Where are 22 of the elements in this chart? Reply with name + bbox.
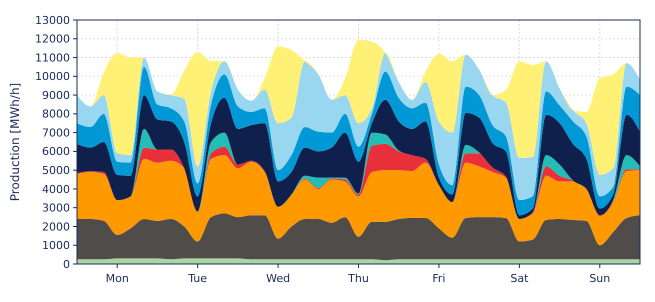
x-tick-label: Mon <box>106 272 129 285</box>
x-tick-label: Sun <box>589 272 610 285</box>
y-tick-label: 12000 <box>35 32 70 46</box>
y-tick-label: 9000 <box>42 88 70 102</box>
x-tick-label: Sat <box>510 272 530 285</box>
y-tick-label: 13000 <box>35 14 70 27</box>
y-tick-label: 7000 <box>42 126 70 140</box>
y-tick-label: 3000 <box>42 202 70 215</box>
y-tick-label: 5000 <box>42 164 70 178</box>
x-tick-label: Fri <box>432 272 446 285</box>
y-tick-label: 2000 <box>42 220 70 234</box>
y-tick-label: 4000 <box>42 182 70 196</box>
x-tick-label: Tue <box>187 272 208 285</box>
y-tick-label: 1000 <box>42 239 70 252</box>
y-tick-label: 6000 <box>42 145 70 158</box>
y-tick-label: 8000 <box>42 108 70 121</box>
y-tick-label: 11000 <box>35 51 70 64</box>
y-axis-title: Production [MWh/h] <box>8 82 22 202</box>
y-tick-label: 10000 <box>35 70 70 84</box>
x-tick-label: Wed <box>266 272 290 285</box>
x-tick-label: Thu <box>347 272 369 285</box>
y-tick-label: 0 <box>63 258 70 271</box>
